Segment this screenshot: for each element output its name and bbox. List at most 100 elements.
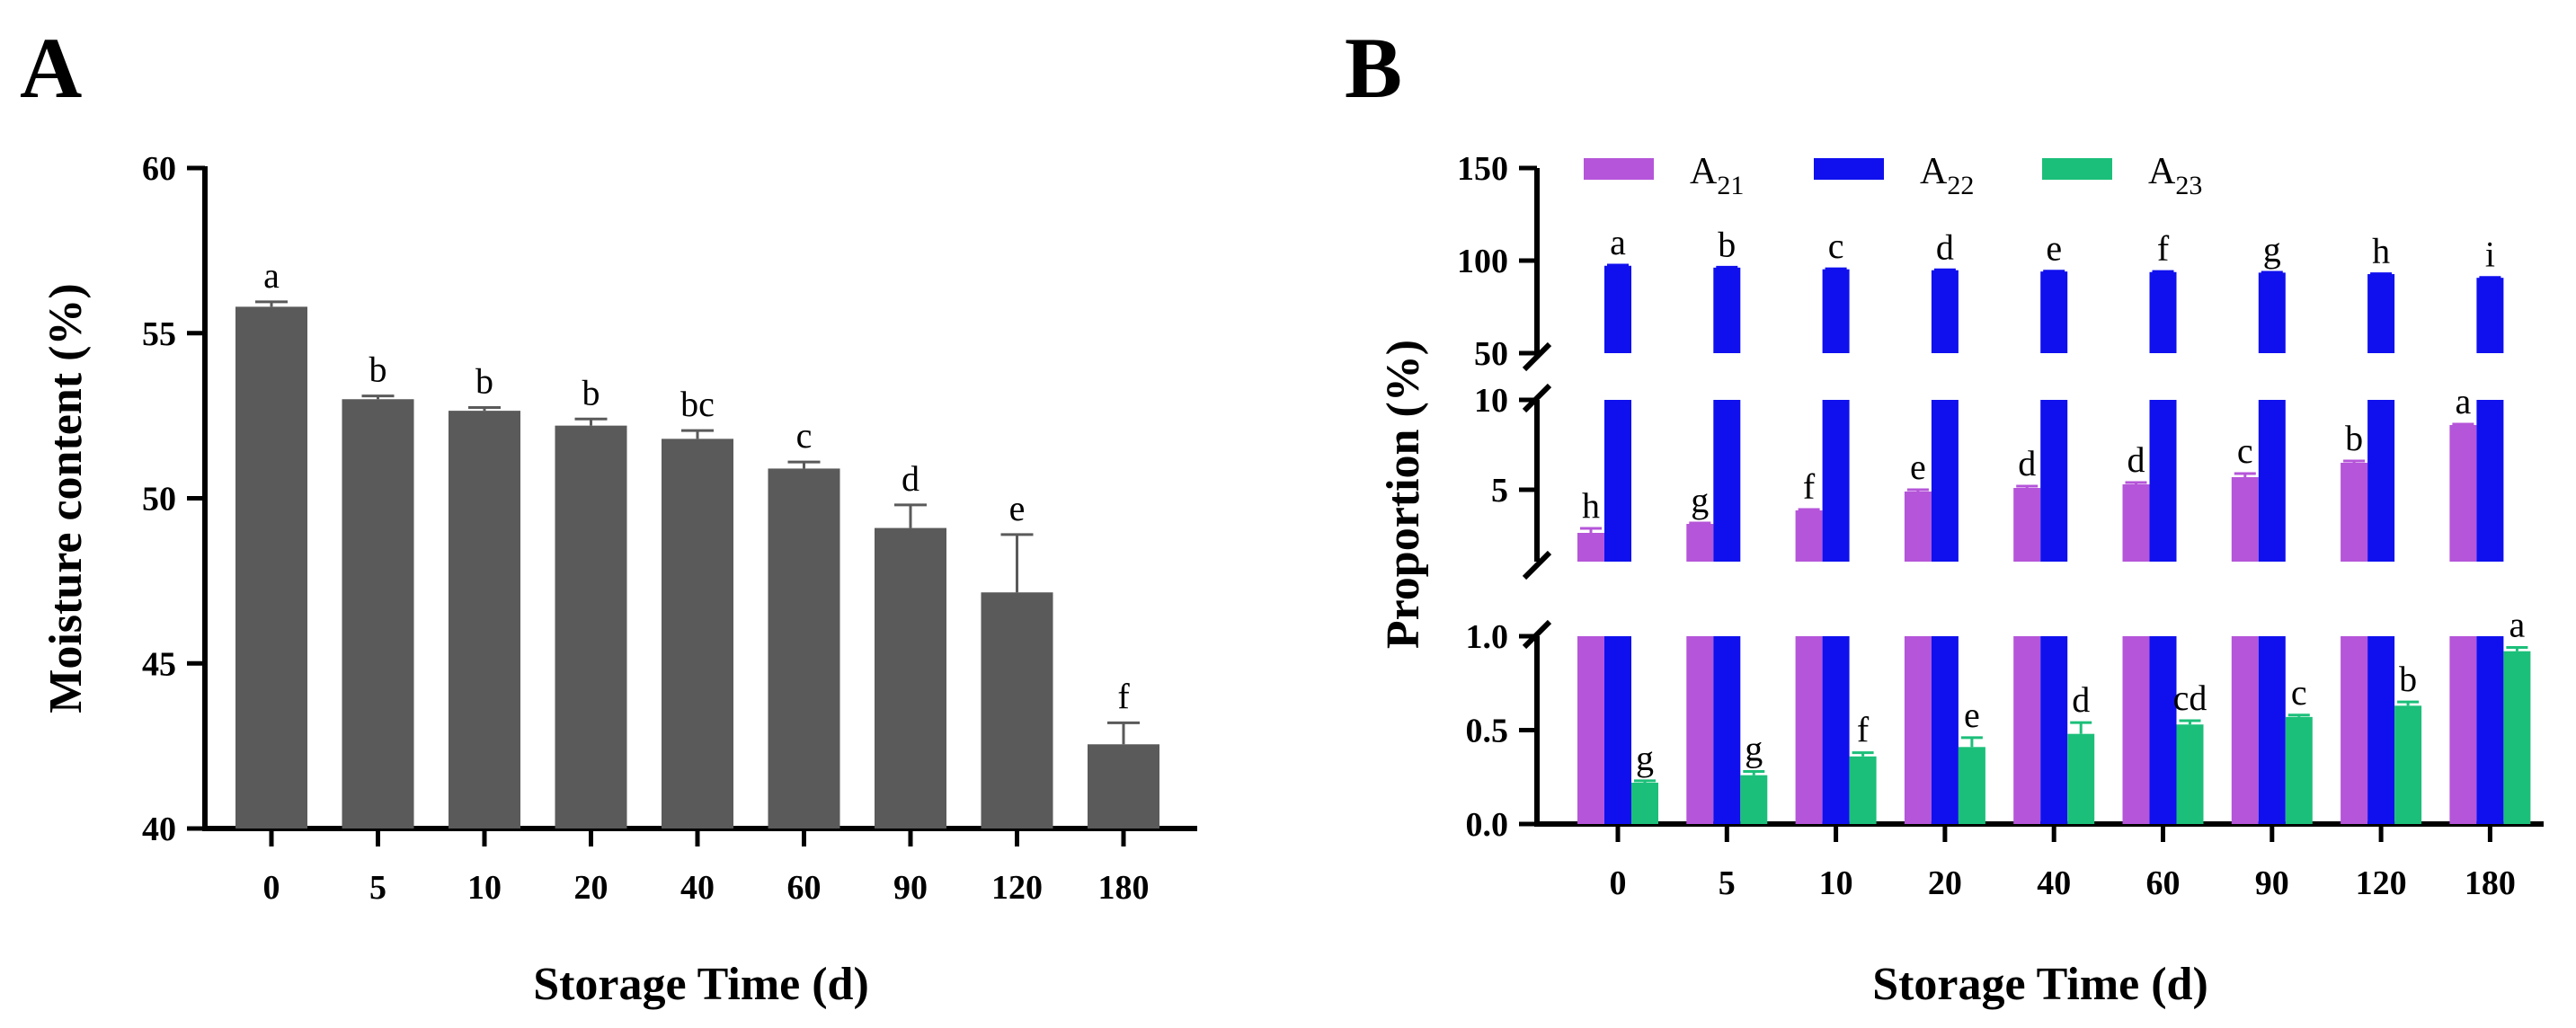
significance-label: a [2456,381,2472,421]
bar-A22-180 [2476,278,2504,353]
x-tick-label: 10 [1819,864,1853,902]
bar-A23-60 [2176,724,2204,824]
significance-label: c [2237,430,2253,471]
significance-label: b [582,372,600,412]
bar-A22-0 [1604,265,1631,353]
x-tick-label: 40 [2037,864,2071,902]
y-tick-label: 10 [1474,382,1508,420]
bar-A22-120 [2367,400,2395,562]
x-tick-label: 0 [263,869,280,907]
x-tick-label: 120 [2356,864,2407,902]
significance-label: d [2072,679,2090,720]
bar-A21-120 [2341,463,2368,562]
significance-label: g [1745,728,1763,768]
bar-A23-180 [2503,651,2531,824]
significance-label: g [1691,480,1709,520]
bar-A21-120 [2341,636,2368,824]
y-tick-label: 60 [142,150,176,188]
y-tick-label: 50 [142,481,176,518]
legend-label-A22: A22 [1920,151,1974,200]
significance-label: h [1582,485,1600,526]
y-tick-label: 0.0 [1466,806,1509,844]
y-tick-label: 55 [142,315,176,353]
bar-A22-40 [2040,636,2068,824]
axis-break-mark [1522,341,1552,372]
significance-label: c [1828,226,1844,266]
bar-A22-120 [2367,636,2395,824]
y-tick-label: 1.0 [1466,618,1509,656]
bar-A22-5 [1713,267,1741,353]
significance-label: h [2372,231,2390,271]
bar-A22-10 [1822,400,1850,562]
significance-label: f [1803,466,1816,507]
significance-label: f [1857,710,1870,750]
bar-A22-120 [2367,274,2395,353]
bar-A22-20 [1931,400,1959,562]
bar-A22-5 [1713,400,1741,562]
significance-label: b [1718,224,1736,264]
bar-5 [342,399,414,829]
bar-180 [1088,744,1159,829]
bar-A22-90 [2258,272,2286,353]
bar-A23-20 [1958,747,1985,824]
x-tick-label: 20 [574,869,608,907]
bar-40 [662,439,733,829]
x-tick-label: 60 [787,869,822,907]
significance-label: c [796,415,813,456]
bar-A22-40 [2040,400,2068,562]
bar-A22-90 [2258,636,2286,824]
bar-A21-90 [2231,636,2259,824]
bar-A21-90 [2231,477,2259,562]
bar-0 [235,306,307,829]
y-tick-label: 40 [142,811,176,848]
bar-A21-40 [2013,636,2041,824]
significance-label: e [1009,488,1026,528]
panel-label-a: A [20,20,82,116]
legend-swatch-A22 [1814,158,1884,180]
significance-label: g [2263,229,2281,270]
bar-A23-90 [2285,716,2313,824]
y-axis-title: Moisture content (%) [40,283,92,713]
significance-label: c [2291,672,2307,713]
significance-label: i [2485,235,2495,275]
y-tick-label: 50 [1474,335,1508,373]
significance-label: e [1964,695,1980,735]
significance-label: a [263,255,280,296]
x-tick-label: 5 [369,869,386,907]
y-tick-label: 150 [1457,150,1508,188]
significance-label: f [1117,676,1130,716]
bar-A21-0 [1577,636,1604,824]
significance-label: d [902,458,919,499]
bar-A21-60 [2122,636,2150,824]
bar-A21-5 [1686,524,1714,562]
panel-label-b: B [1345,20,1402,116]
bar-A22-20 [1931,270,1959,353]
x-tick-label: 90 [893,869,928,907]
bar-120 [981,592,1053,829]
x-axis-title: Storage Time (d) [533,959,869,1010]
bar-A23-5 [1740,775,1768,824]
significance-label: a [1610,222,1626,262]
bar-A22-5 [1713,636,1741,824]
significance-label: g [1636,738,1654,778]
bar-A22-40 [2040,271,2068,353]
significance-label: b [369,350,387,390]
bar-A22-180 [2476,636,2504,824]
x-tick-label: 5 [1719,864,1736,902]
bar-A21-0 [1577,533,1604,562]
bar-20 [555,425,627,829]
bar-A23-10 [1849,756,1877,824]
x-tick-label: 120 [991,869,1043,907]
bar-A21-10 [1795,510,1823,562]
x-tick-label: 0 [1610,864,1627,902]
bar-A21-10 [1795,636,1823,824]
significance-label: d [2127,439,2145,480]
significance-label: e [1910,447,1926,487]
y-tick-label: 45 [142,645,176,683]
x-tick-label: 40 [680,869,715,907]
bar-A23-120 [2394,705,2422,824]
bar-10 [449,411,520,829]
significance-label: b [2345,418,2363,458]
